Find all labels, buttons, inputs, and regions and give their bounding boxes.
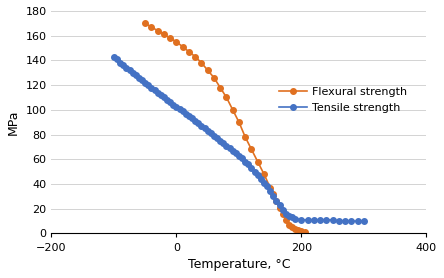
Flexural strength (193, 55, 198, 58)
Flexural strength (296, 228, 301, 231)
Flexural strength (149, 25, 154, 29)
Tensile strength (230, 149, 235, 152)
Flexural strength (174, 40, 179, 44)
Flexural strength (271, 192, 276, 196)
Flexural strength (255, 160, 260, 163)
Tensile strength (111, 55, 117, 58)
Flexural strength (262, 172, 267, 176)
Tensile strength (293, 217, 298, 220)
Flexural strength (280, 212, 285, 215)
Flexural strength (205, 69, 210, 72)
Flexural strength (186, 50, 192, 53)
Flexural strength (242, 135, 248, 139)
Flexural strength (249, 148, 254, 151)
Flexural strength (155, 29, 160, 33)
Flexural strength (283, 218, 289, 222)
Tensile strength (299, 218, 304, 222)
Flexural strength (180, 45, 186, 48)
Flexural strength (277, 206, 282, 209)
Tensile strength (139, 78, 145, 82)
Flexural strength (199, 61, 204, 64)
Flexural strength (161, 33, 166, 36)
Flexural strength (230, 108, 235, 111)
Flexural strength (274, 200, 279, 203)
Flexural strength (167, 36, 173, 40)
Legend: Flexural strength, Tensile strength: Flexural strength, Tensile strength (274, 83, 412, 117)
Flexural strength (293, 227, 298, 230)
Flexural strength (211, 76, 217, 80)
Flexural strength (268, 186, 273, 189)
Flexural strength (299, 229, 304, 233)
Flexural strength (224, 96, 229, 99)
Y-axis label: MPa: MPa (7, 110, 20, 135)
Flexural strength (143, 22, 148, 25)
Flexural strength (302, 230, 307, 234)
X-axis label: Temperature, °C: Temperature, °C (188, 258, 290, 271)
Line: Tensile strength: Tensile strength (111, 54, 367, 224)
Flexural strength (289, 226, 295, 229)
Flexural strength (218, 86, 223, 89)
Tensile strength (361, 219, 367, 223)
Flexural strength (236, 121, 242, 124)
Tensile strength (161, 96, 166, 99)
Tensile strength (336, 219, 341, 223)
Flexural strength (286, 223, 292, 227)
Tensile strength (177, 107, 182, 110)
Line: Flexural strength: Flexural strength (143, 21, 307, 235)
